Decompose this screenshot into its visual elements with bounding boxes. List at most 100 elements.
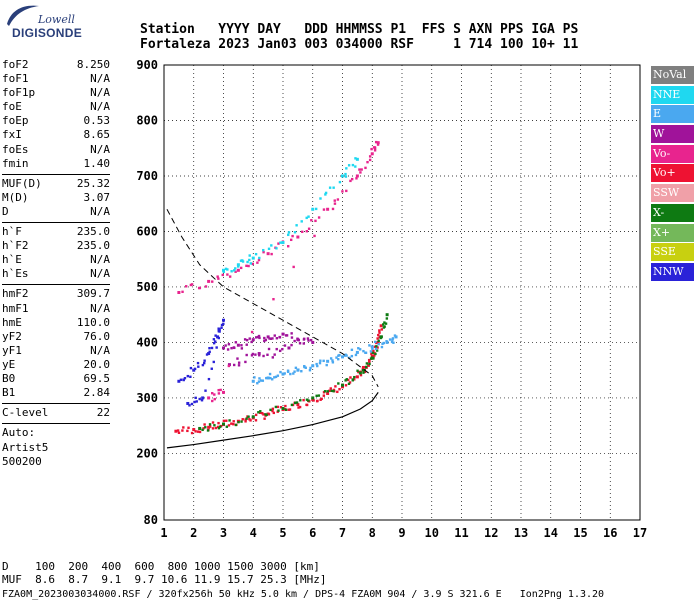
- param-row: B1 2.84: [2, 386, 110, 400]
- data-point: [326, 359, 330, 363]
- data-point: [318, 361, 322, 365]
- data-point: [330, 389, 333, 393]
- data-point: [378, 329, 381, 332]
- data-point: [272, 297, 275, 301]
- data-point: [341, 383, 344, 387]
- y-tick-label: 700: [136, 169, 158, 183]
- data-point: [192, 368, 196, 372]
- param-value: 8.65: [83, 128, 111, 142]
- data-point: [326, 390, 329, 393]
- autoscaling-line2: Artist5: [2, 440, 49, 454]
- data-point: [287, 245, 290, 248]
- data-point: [232, 420, 235, 423]
- x-tick-label: 7: [339, 526, 346, 540]
- data-point: [276, 374, 280, 377]
- data-point: [266, 376, 270, 380]
- data-point: [177, 291, 181, 294]
- data-point: [311, 207, 315, 211]
- data-point: [248, 337, 251, 340]
- data-point: [214, 426, 218, 430]
- param-label: hmF1: [2, 301, 29, 315]
- data-point: [254, 413, 258, 417]
- data-point: [258, 377, 261, 380]
- data-point: [269, 337, 273, 340]
- data-point: [251, 352, 255, 356]
- data-point: [230, 346, 233, 350]
- data-point: [394, 335, 398, 339]
- data-point: [234, 270, 237, 273]
- data-point: [236, 268, 240, 272]
- polarization-legend: NoVal NNE E W Vo- Vo+ SSW X- X+ SSE NNW: [651, 66, 694, 283]
- data-point: [222, 346, 225, 350]
- data-point: [188, 404, 191, 407]
- param-label: h`F: [2, 225, 22, 239]
- data-point: [271, 378, 274, 381]
- data-point: [341, 385, 344, 389]
- param-value: N/A: [90, 204, 110, 218]
- param-value: 0.53: [83, 114, 111, 128]
- param-separator: [2, 423, 110, 425]
- data-point: [374, 140, 378, 144]
- data-point: [362, 371, 365, 374]
- data-point: [303, 337, 306, 341]
- data-point: [368, 361, 371, 364]
- data-point: [262, 354, 265, 358]
- data-point: [281, 406, 285, 410]
- data-point: [373, 345, 377, 348]
- param-row: foEp 0.53: [2, 114, 110, 128]
- data-point: [371, 347, 374, 350]
- data-point: [189, 375, 192, 379]
- data-point: [224, 344, 227, 347]
- data-point: [208, 350, 211, 354]
- param-label: foEs: [2, 142, 29, 156]
- data-point: [263, 417, 266, 420]
- data-point: [250, 354, 254, 357]
- data-point: [354, 353, 358, 357]
- param-row: M(D) 3.07: [2, 191, 110, 205]
- data-point: [305, 216, 308, 220]
- data-point: [311, 396, 315, 400]
- autoscaling-line3: 500200: [2, 455, 42, 469]
- data-point: [204, 285, 208, 288]
- data-point: [331, 207, 335, 211]
- data-point: [381, 323, 385, 326]
- data-point: [247, 264, 250, 268]
- x-tick-label: 9: [398, 526, 405, 540]
- distance-row: D 100 200 400 600 800 1000 1500 3000 [km…: [2, 560, 320, 573]
- param-row: C-level 22: [2, 406, 110, 420]
- data-point: [221, 273, 224, 277]
- data-point: [313, 234, 316, 238]
- x-tick-label: 14: [544, 526, 558, 540]
- data-point: [190, 283, 194, 286]
- data-point: [277, 242, 280, 245]
- data-point: [273, 376, 276, 379]
- data-point: [358, 348, 362, 351]
- data-point: [361, 367, 365, 371]
- data-point: [186, 429, 189, 433]
- data-point: [270, 252, 273, 256]
- data-point: [227, 343, 231, 346]
- data-point: [227, 364, 231, 368]
- data-point: [383, 325, 386, 328]
- data-point: [290, 336, 294, 339]
- data-point: [187, 426, 190, 429]
- data-point: [311, 364, 315, 367]
- data-point: [279, 406, 283, 409]
- data-point: [234, 267, 237, 270]
- legend-item-x: X+: [651, 223, 694, 242]
- y-tick-label: 400: [136, 335, 158, 349]
- data-point: [196, 430, 200, 433]
- data-point: [217, 392, 221, 395]
- data-point: [322, 394, 326, 397]
- data-point: [194, 430, 197, 433]
- param-label: fmin: [2, 156, 29, 170]
- data-point: [379, 324, 383, 328]
- x-tick-label: 3: [220, 526, 227, 540]
- data-point: [281, 347, 284, 351]
- data-point: [269, 376, 272, 380]
- data-point: [379, 336, 382, 340]
- data-point: [320, 397, 323, 401]
- data-point: [307, 399, 310, 402]
- data-point: [232, 423, 235, 426]
- data-point: [245, 338, 249, 342]
